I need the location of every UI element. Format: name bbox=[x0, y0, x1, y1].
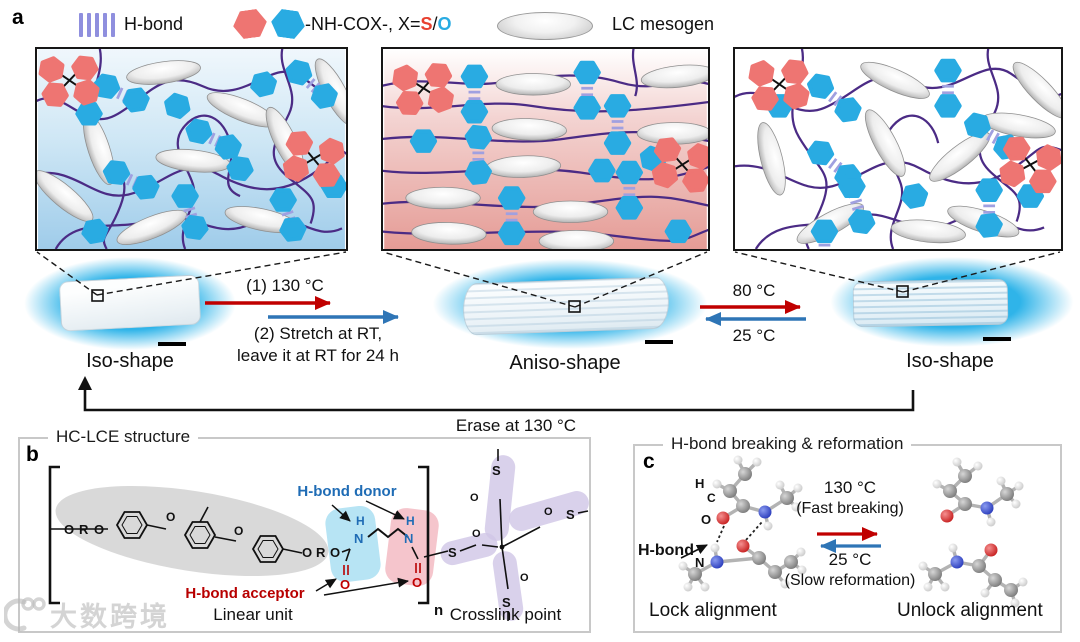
amide1-hydrogen: H bbox=[356, 514, 365, 528]
atom-o: O bbox=[472, 528, 481, 540]
scale-bar bbox=[645, 340, 673, 344]
step2-line1: (2) Stretch at RT, bbox=[253, 324, 383, 343]
atom-o: O bbox=[166, 510, 175, 524]
atom-o: O bbox=[520, 572, 529, 584]
mesogen-legend-icon bbox=[497, 12, 593, 40]
linker-highlight bbox=[440, 532, 498, 566]
arm-highlight bbox=[509, 491, 589, 531]
unlock-alignment-label: Unlock alignment bbox=[897, 600, 1043, 621]
molecule-models: H C O N bbox=[678, 455, 1028, 608]
structure-panel: HC-LCE structure b n O R O O bbox=[18, 427, 591, 633]
atom-o: O bbox=[330, 545, 340, 560]
formula-label: -NH-COX-, X=S/O bbox=[305, 14, 452, 35]
amide1-nitrogen: N bbox=[354, 531, 363, 546]
atom-o: O bbox=[470, 492, 479, 504]
atom-o: O bbox=[64, 522, 74, 537]
hbond-legend-icon bbox=[79, 13, 115, 37]
reverse-note-label: (Slow reformation) bbox=[784, 572, 916, 589]
arm-sulfur-right: S bbox=[566, 507, 575, 522]
label-n: N bbox=[695, 555, 704, 570]
erase-label: Erase at 130 °C bbox=[455, 416, 577, 435]
erase-bracket-arrow bbox=[78, 376, 915, 412]
red-hexagon-icon bbox=[231, 8, 269, 40]
cool-temp-label: 25 °C bbox=[732, 326, 776, 345]
network-panel-iso-recovered bbox=[733, 47, 1063, 251]
hbond-dash bbox=[745, 521, 763, 541]
panel-a-label: a bbox=[12, 6, 24, 29]
photo-label-iso-initial: Iso-shape bbox=[86, 350, 174, 372]
arm-sulfur-top: S bbox=[492, 463, 501, 478]
panel-b-label: b bbox=[26, 443, 39, 466]
photo-label-iso-recovered: Iso-shape bbox=[906, 350, 994, 372]
forward-temp-label: 130 °C bbox=[823, 478, 877, 497]
arm-sulfur-bottom: S bbox=[502, 595, 511, 610]
amide2-nitrogen: N bbox=[404, 531, 413, 546]
network-panel-iso-initial bbox=[35, 47, 348, 251]
linear-unit-label: Linear unit bbox=[213, 605, 293, 624]
label-c: C bbox=[707, 491, 716, 505]
amide1-oxygen: O bbox=[340, 577, 350, 592]
sample-aniso bbox=[462, 276, 670, 336]
formula-oxygen: O bbox=[437, 14, 452, 34]
linker-sulfur: S bbox=[448, 545, 457, 560]
structure-panel-title: HC-LCE structure bbox=[48, 427, 199, 447]
label-o: O bbox=[701, 512, 711, 527]
reverse-temp-label: 25 °C bbox=[828, 550, 872, 569]
atom-o: O bbox=[544, 506, 553, 518]
formula-sulfur: S bbox=[420, 14, 433, 34]
watermark: 大数跨境 bbox=[4, 594, 170, 634]
atom-r: R bbox=[79, 522, 89, 537]
scale-bar bbox=[983, 337, 1011, 341]
hbond-panel-title: H-bond breaking & reformation bbox=[663, 434, 912, 454]
sample-iso-recovered bbox=[852, 278, 1009, 328]
atom-o: O bbox=[234, 524, 243, 538]
amide2-oxygen: O bbox=[412, 575, 422, 590]
scale-bar bbox=[158, 342, 186, 346]
atom-o: O bbox=[302, 545, 312, 560]
crosslink-point-label: Crosslink point bbox=[449, 605, 562, 624]
sample-iso-initial bbox=[58, 274, 202, 332]
hbond-pointer-label: H-bond bbox=[638, 542, 694, 559]
lock-alignment-label: Lock alignment bbox=[649, 600, 777, 621]
watermark-text: 大数跨境 bbox=[50, 601, 170, 632]
forward-note-label: (Fast breaking) bbox=[796, 500, 904, 517]
network-panel-aniso bbox=[381, 47, 710, 251]
donor-label: H-bond donor bbox=[297, 483, 397, 500]
atom-o: O bbox=[94, 522, 104, 537]
hbond-legend-label: H-bond bbox=[124, 14, 184, 34]
chemical-structure: n O R O O O O R O O bbox=[48, 449, 589, 621]
atoms bbox=[678, 455, 1028, 608]
acceptor-label: H-bond acceptor bbox=[185, 585, 305, 602]
arm-highlight bbox=[484, 455, 516, 541]
label-h: H bbox=[695, 476, 704, 491]
blue-hexagon-icon bbox=[269, 8, 307, 40]
formula-slash: / bbox=[432, 14, 438, 34]
formula-prefix: -NH-COX-, X= bbox=[305, 14, 421, 34]
photo-label-aniso: Aniso-shape bbox=[509, 352, 621, 374]
repeat-subscript: n bbox=[434, 602, 443, 619]
hbond-panel: H-bond breaking & reformation c bbox=[633, 434, 1062, 633]
mesogen-legend-label: LC mesogen bbox=[612, 14, 715, 34]
panel-c-label: c bbox=[643, 450, 655, 473]
amide2-hydrogen: H bbox=[406, 514, 415, 528]
watermark-icon bbox=[4, 597, 46, 632]
step2-line2: leave it at RT for 24 h bbox=[237, 346, 399, 365]
atom-r: R bbox=[316, 545, 326, 560]
heat-temp-label: 80 °C bbox=[732, 281, 776, 300]
step1-label: (1) 130 °C bbox=[246, 276, 324, 295]
donor-highlight bbox=[325, 505, 381, 583]
hbond-dash bbox=[716, 525, 725, 543]
